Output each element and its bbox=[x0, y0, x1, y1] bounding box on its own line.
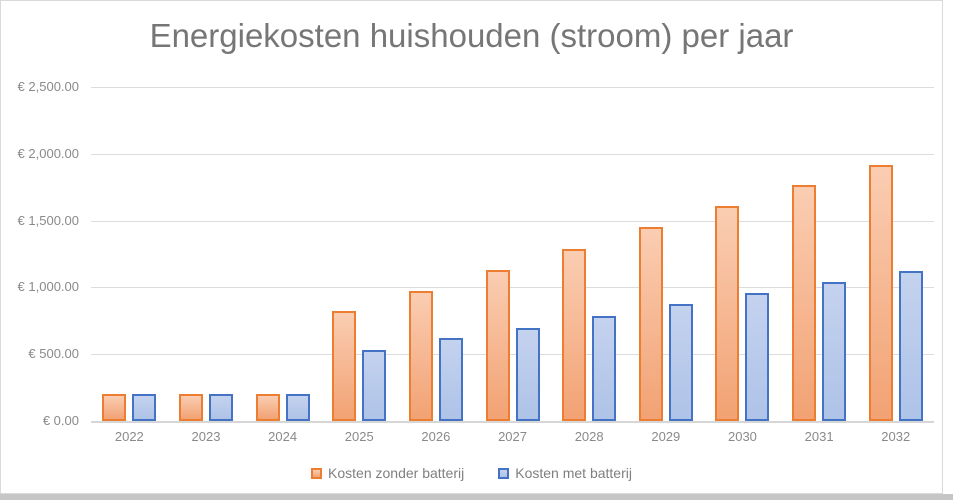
bar-group-2025 bbox=[321, 87, 398, 421]
x-axis-tick-label-2026: 2026 bbox=[421, 429, 451, 444]
bar-kosten-met-batterij-2023[interactable] bbox=[208, 393, 233, 421]
bar-group-2030 bbox=[704, 87, 781, 421]
y-axis-tick-label: € 1,000.00 bbox=[17, 279, 79, 295]
bar-kosten-zonder-batterij-2026[interactable] bbox=[408, 290, 433, 421]
bar-kosten-met-batterij-2025[interactable] bbox=[362, 349, 387, 421]
x-axis-tick-label-2024: 2024 bbox=[268, 429, 298, 444]
chart-title: Energiekosten huishouden (stroom) per ja… bbox=[149, 17, 794, 54]
y-axis-tick-label: € 1,500.00 bbox=[17, 212, 79, 228]
bar-kosten-met-batterij-2027[interactable] bbox=[515, 327, 540, 421]
bar-kosten-met-batterij-2030[interactable] bbox=[745, 292, 770, 421]
x-axis-tick-label-2023: 2023 bbox=[191, 429, 221, 444]
bar-group-2032 bbox=[857, 87, 934, 421]
bar-group-2026 bbox=[398, 87, 475, 421]
bar-group-2028 bbox=[551, 87, 628, 421]
bar-kosten-met-batterij-2029[interactable] bbox=[668, 304, 693, 421]
bar-group-2024 bbox=[244, 87, 321, 421]
bar-group-2023 bbox=[168, 87, 245, 421]
bar-kosten-zonder-batterij-2027[interactable] bbox=[485, 270, 510, 421]
x-axis-tick-label-2030: 2030 bbox=[727, 429, 757, 444]
bar-groups bbox=[91, 87, 934, 421]
legend-swatch-blue bbox=[498, 467, 510, 479]
bar-kosten-met-batterij-2026[interactable] bbox=[438, 337, 463, 421]
legend-swatch-orange bbox=[311, 467, 323, 479]
bar-kosten-met-batterij-2024[interactable] bbox=[285, 393, 310, 421]
bar-group-2031 bbox=[781, 87, 858, 421]
bar-kosten-zonder-batterij-2031[interactable] bbox=[792, 184, 817, 421]
gridline bbox=[91, 287, 934, 289]
x-axis-tick-label-2031: 2031 bbox=[804, 429, 834, 444]
bar-kosten-zonder-batterij-2030[interactable] bbox=[715, 205, 740, 421]
bar-kosten-met-batterij-2022[interactable] bbox=[132, 393, 157, 421]
x-axis-tick-label-2028: 2028 bbox=[574, 429, 604, 444]
y-axis-tick-label: € 500.00 bbox=[28, 346, 79, 362]
x-axis-tick-label-2027: 2027 bbox=[498, 429, 527, 444]
bar-kosten-met-batterij-2028[interactable] bbox=[592, 316, 617, 421]
gridline bbox=[91, 354, 934, 356]
y-axis-tick-label: € 2,500.00 bbox=[17, 79, 79, 94]
x-axis: 2022 2023 2024 2025 2026 2027 2028 2029 2030 2031… bbox=[91, 429, 934, 444]
plot-area bbox=[91, 87, 934, 423]
gridline bbox=[91, 87, 934, 88]
gridline bbox=[91, 220, 934, 222]
legend-label: Kosten zonder batterij bbox=[328, 465, 465, 481]
legend-item-kosten-zonder-batterij[interactable]: Kosten zonder batterij bbox=[311, 465, 464, 481]
y-axis-tick-label: € 2,000.00 bbox=[17, 145, 79, 161]
x-axis-tick-label-2029: 2029 bbox=[651, 429, 681, 444]
bar-kosten-zonder-batterij-2029[interactable] bbox=[638, 226, 663, 421]
bar-group-2029 bbox=[627, 87, 704, 421]
bar-kosten-zonder-batterij-2024[interactable] bbox=[255, 393, 280, 421]
legend-label: Kosten met batterij bbox=[515, 465, 632, 481]
legend-item-kosten-met-batterij[interactable]: Kosten met batterij bbox=[498, 465, 632, 481]
x-axis-tick-label-2022: 2022 bbox=[114, 429, 144, 444]
chart-frame: Energiekosten huishouden (stroom) per ja… bbox=[0, 0, 943, 494]
y-axis-tick-label: € 0.00 bbox=[42, 413, 79, 428]
bar-group-2027 bbox=[474, 87, 551, 421]
gridline bbox=[91, 153, 934, 155]
bar-kosten-zonder-batterij-2023[interactable] bbox=[178, 393, 203, 421]
bar-kosten-zonder-batterij-2025[interactable] bbox=[332, 311, 357, 421]
x-axis-tick-label-2032: 2032 bbox=[881, 429, 911, 444]
bar-kosten-met-batterij-2032[interactable] bbox=[898, 270, 923, 421]
bar-kosten-zonder-batterij-2022[interactable] bbox=[102, 393, 127, 421]
window-edge-strip bbox=[0, 494, 953, 500]
bar-kosten-zonder-batterij-2032[interactable] bbox=[868, 165, 893, 421]
bar-kosten-met-batterij-2031[interactable] bbox=[822, 282, 847, 421]
bar-group-2022 bbox=[91, 87, 168, 421]
chart-legend: Kosten zonder batterij Kosten met batter… bbox=[1, 465, 942, 481]
x-axis-tick-label-2025: 2025 bbox=[344, 429, 374, 444]
bar-kosten-zonder-batterij-2028[interactable] bbox=[562, 249, 587, 421]
